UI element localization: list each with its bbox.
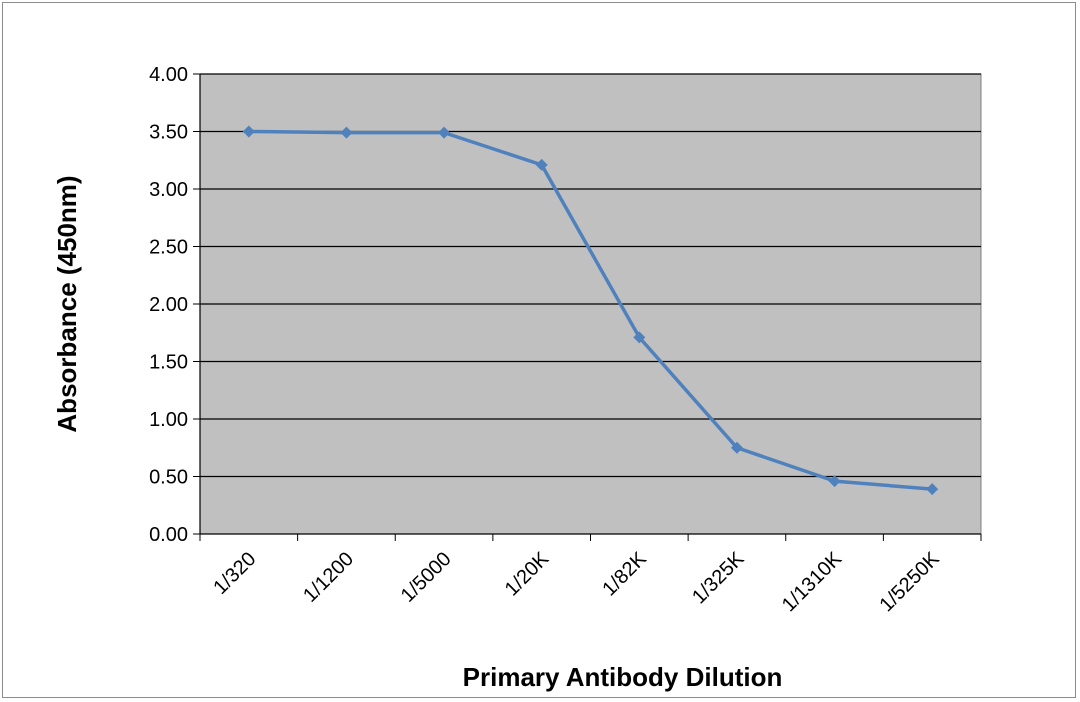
y-tick-label: 1.50 <box>149 352 188 374</box>
y-tick-label: 4.00 <box>149 64 188 86</box>
y-tick-label: 0.00 <box>149 524 188 546</box>
y-tick-label: 1.00 <box>149 409 188 431</box>
x-tick-label: 1/5250K <box>875 548 944 617</box>
y-axis-title: Absorbance (450nm) <box>52 175 82 432</box>
data-point-marker <box>438 126 451 139</box>
data-point-marker <box>633 331 646 344</box>
x-tick-label: 1/1310K <box>778 548 847 617</box>
data-point-marker <box>926 483 939 496</box>
y-tick-label: 3.50 <box>149 122 188 144</box>
y-tick-label: 2.50 <box>149 237 188 259</box>
x-axis-ticks: 1/320 1/1200 1/5000 1/20K 1/82K 1/325K 1/1310K… <box>199 534 982 617</box>
x-tick-label: 1/1200 <box>299 548 358 607</box>
data-point-marker <box>730 441 743 454</box>
data-point-marker <box>242 125 255 138</box>
series-group <box>242 125 939 496</box>
data-point-marker <box>535 158 548 171</box>
gridlines <box>200 73 981 478</box>
x-tick-label: 1/320 <box>209 548 260 599</box>
x-tick-label: 1/82K <box>598 548 651 601</box>
x-tick-label: 1/5000 <box>397 548 456 607</box>
series-line <box>248 129 933 491</box>
y-tick-label: 2.00 <box>149 294 188 316</box>
x-axis-title: Primary Antibody Dilution <box>463 662 783 692</box>
y-tick-label: 3.00 <box>149 179 188 201</box>
y-tick-label: 0.50 <box>149 467 188 489</box>
data-point-marker <box>828 475 841 488</box>
x-tick-label: 1/20K <box>501 548 554 601</box>
x-tick-label: 1/325K <box>688 548 749 609</box>
y-axis-ticks: 0.00 0.50 1.00 1.50 2.00 2.50 3.00 3.50 4.00 <box>149 64 200 546</box>
data-point-marker <box>340 126 353 139</box>
